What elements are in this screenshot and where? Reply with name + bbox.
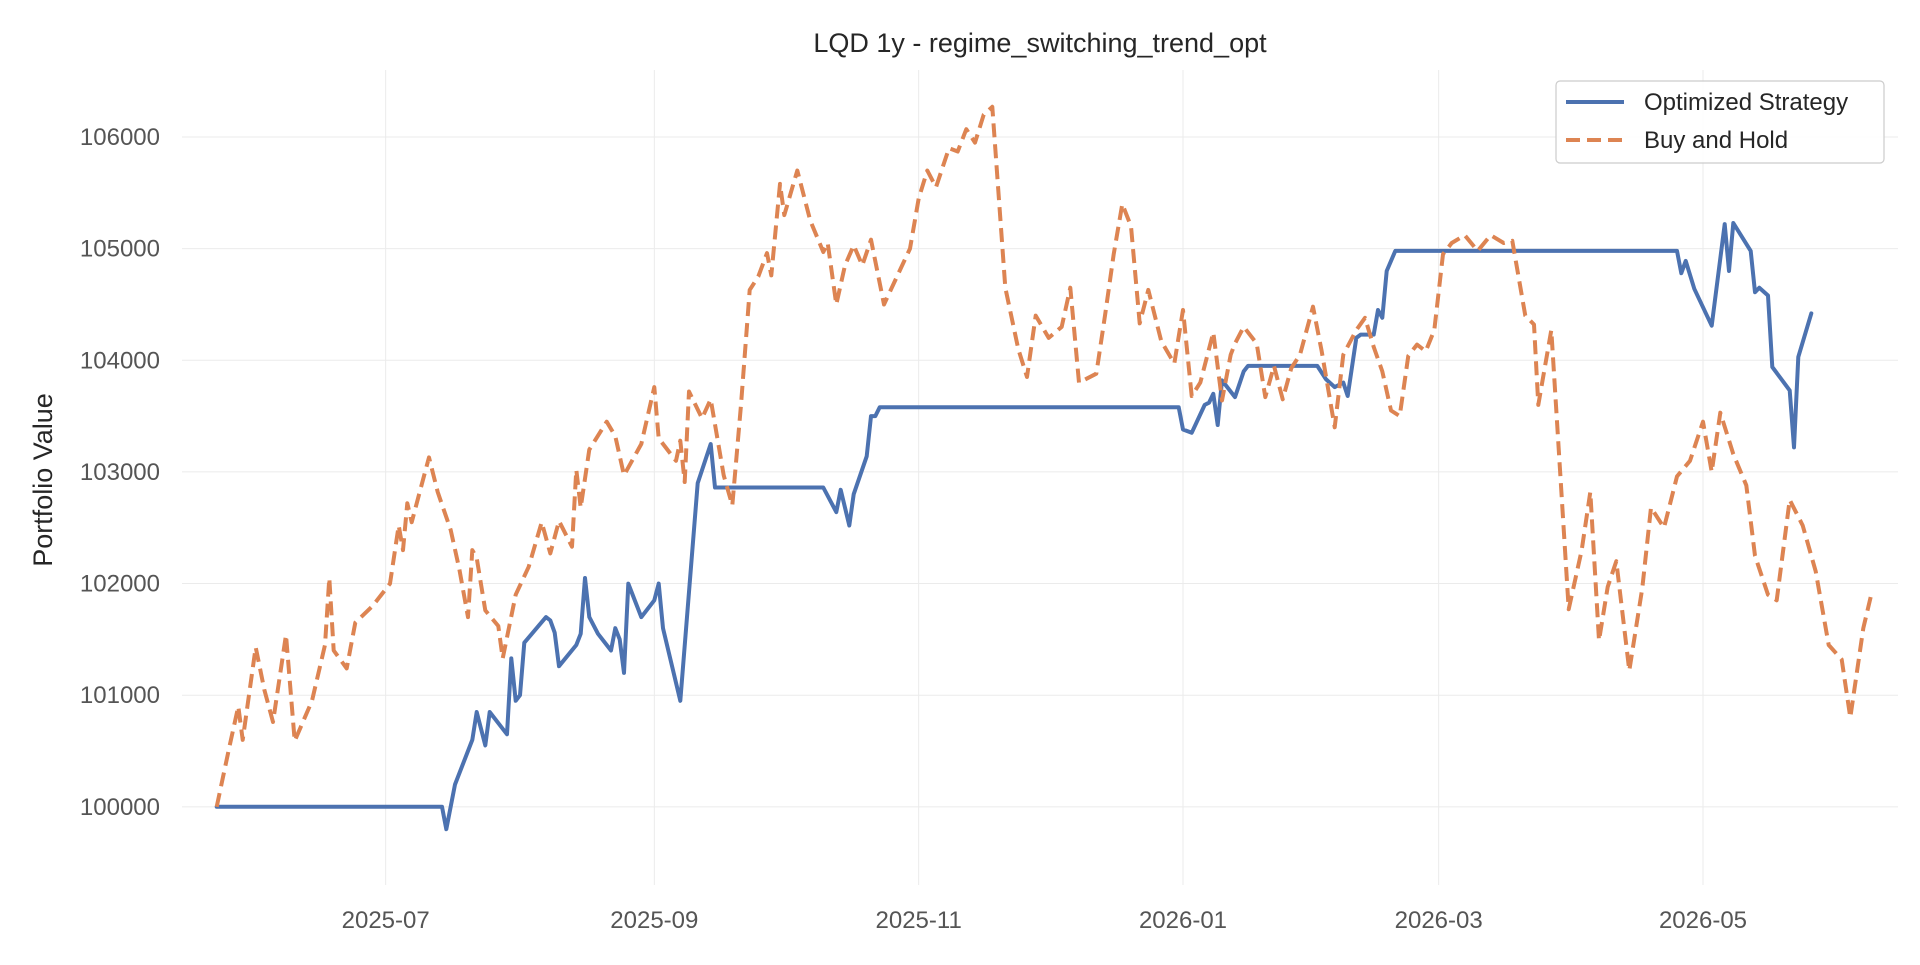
x-tick-label: 2025-11 <box>876 907 962 934</box>
legend-label-optimized-strategy: Optimized Strategy <box>1644 89 1848 116</box>
x-tick-label: 2026-03 <box>1395 907 1483 934</box>
y-tick-label: 103000 <box>80 459 160 486</box>
y-tick-label: 106000 <box>80 124 160 151</box>
legend: Optimized Strategy Buy and Hold <box>1555 80 1885 164</box>
series-line-buy-and-hold <box>214 104 1874 808</box>
grid-layer <box>182 70 1898 885</box>
legend-frame <box>1555 80 1885 164</box>
x-tick-label: 2025-09 <box>610 907 698 934</box>
legend-label-buy-and-hold: Buy and Hold <box>1644 127 1788 154</box>
x-tick-label: 2026-01 <box>1139 907 1227 934</box>
series-line-optimized-strategy <box>214 221 1814 832</box>
series-layer <box>214 104 1874 832</box>
y-tick-label: 102000 <box>80 571 160 598</box>
y-tick-label: 101000 <box>80 682 160 709</box>
y-tick-label: 100000 <box>80 794 160 821</box>
x-tick-label: 2025-07 <box>342 907 430 934</box>
x-tick-label: 2026-05 <box>1659 907 1747 934</box>
y-tick-label: 104000 <box>80 347 160 374</box>
chart-title: LQD 1y - regime_switching_trend_opt <box>813 28 1267 58</box>
y-axis-label: Portfolio Value <box>28 393 58 567</box>
axis-layer: 2025-07 2025-09 2025-11 2026-01 2026-03 2026-… <box>80 124 1747 934</box>
y-tick-label: 105000 <box>80 236 160 263</box>
